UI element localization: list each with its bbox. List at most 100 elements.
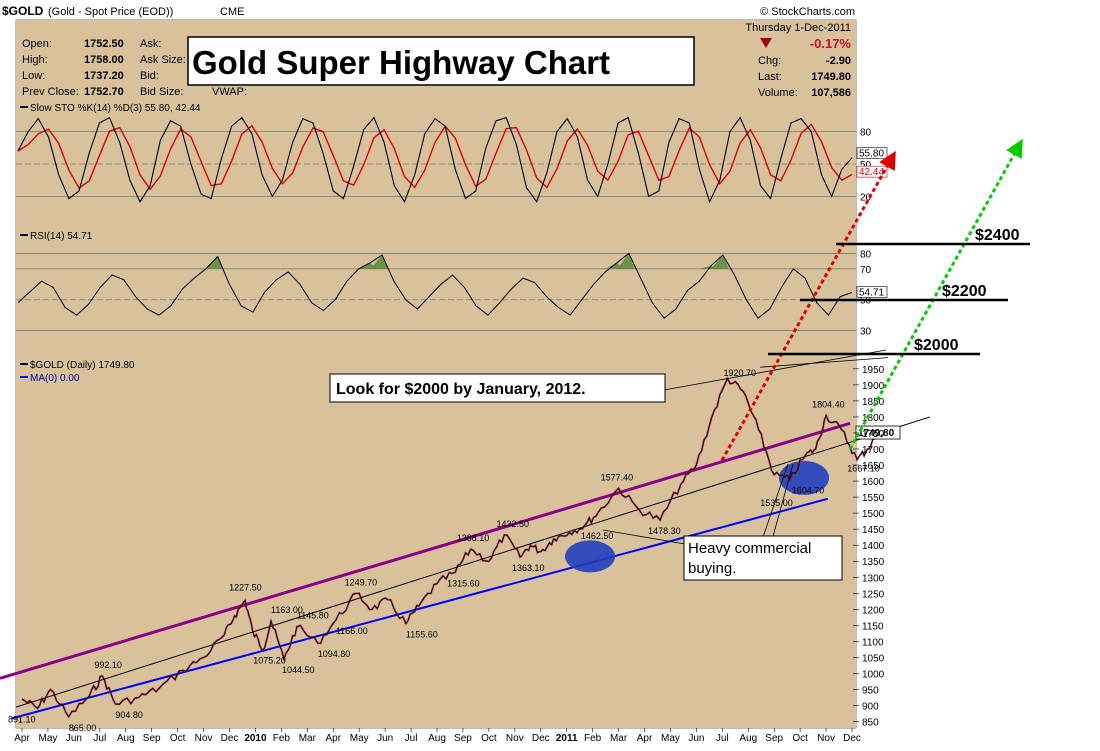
symbol-description: (Gold - Spot Price (EOD)) bbox=[48, 6, 173, 18]
price-tick-label-1350: 1350 bbox=[862, 557, 885, 568]
callout-text-2-line-2: buying. bbox=[688, 560, 736, 577]
price-value-label-1: 865.00 bbox=[69, 723, 97, 733]
x-tick-label-14: Jun bbox=[377, 733, 393, 744]
price-value-label-2: 992.10 bbox=[94, 660, 122, 670]
price-panel-label: $GOLD (Daily) 1749.80 bbox=[30, 360, 135, 371]
price-value-label-21: 1804.40 bbox=[812, 400, 845, 410]
price-value-label-20: 1920.70 bbox=[724, 368, 757, 378]
price-tick-label-1600: 1600 bbox=[862, 477, 885, 488]
high-value: 1758.00 bbox=[84, 54, 124, 66]
price-tick-label-1950: 1950 bbox=[862, 365, 885, 376]
callout-text-2-line-1: Heavy commercial bbox=[688, 540, 811, 557]
price-value-label-8: 1145.80 bbox=[297, 611, 329, 621]
mid-trend-line bbox=[15, 416, 931, 708]
bid-label: Bid: bbox=[140, 70, 159, 82]
ma-legend-label: MA(0) 0.00 bbox=[30, 373, 80, 384]
ask-size-label: Ask Size: bbox=[140, 54, 186, 66]
price-value-label-6: 1163.00 bbox=[271, 605, 303, 615]
x-tick-label-13: May bbox=[350, 733, 369, 744]
stoch-tick-label-20: 20 bbox=[860, 192, 872, 203]
price-value-label-9: 1094.80 bbox=[318, 649, 351, 659]
rsi-value-label: 54.71 bbox=[859, 287, 884, 298]
price-value-label-23: 1535.00 bbox=[760, 498, 793, 508]
stoch-legend: Slow STO %K(14) %D(3) 55.80, 42.44 bbox=[20, 103, 201, 114]
volume-label: Volume: bbox=[758, 87, 798, 99]
x-tick-label-4: Aug bbox=[117, 733, 135, 744]
prev-close-label: Prev Close: bbox=[22, 86, 79, 98]
price-tick-label-1000: 1000 bbox=[862, 669, 885, 680]
price-legend: $GOLD (Daily) 1749.80 MA(0) 0.00 bbox=[20, 360, 135, 384]
stoch-tick-label-50: 50 bbox=[860, 160, 872, 171]
open-value: 1752.50 bbox=[84, 38, 124, 50]
x-tick-label-7: Nov bbox=[195, 733, 213, 744]
price-value-label-22: 1604.70 bbox=[792, 486, 825, 496]
title-box bbox=[187, 36, 695, 86]
green-projection-arrow bbox=[848, 138, 1023, 450]
target-label-0: $2400 bbox=[975, 227, 1020, 244]
chg-value: -2.90 bbox=[826, 55, 851, 67]
x-tick-label-12: Apr bbox=[325, 733, 341, 744]
callout-leader-2c bbox=[771, 463, 794, 541]
price-tick-label-1450: 1450 bbox=[862, 525, 885, 536]
price-value-label-13: 1315.60 bbox=[447, 578, 480, 588]
x-tick-label-29: Sep bbox=[765, 733, 783, 744]
price-tick-label-1800: 1800 bbox=[862, 413, 885, 424]
rsi-overbought-fill bbox=[205, 256, 224, 269]
last-price-box bbox=[855, 425, 901, 440]
stoch-d-line bbox=[17, 123, 853, 191]
vwap-label: VWAP: bbox=[212, 86, 247, 98]
price-line bbox=[21, 377, 878, 718]
price-value-label-12: 1155.60 bbox=[406, 630, 438, 640]
x-tick-label-0: Apr bbox=[14, 733, 30, 744]
x-tick-label-21: 2011 bbox=[556, 733, 578, 744]
change-pct-value: -0.17% bbox=[810, 36, 852, 51]
price-tick-label-1050: 1050 bbox=[862, 653, 885, 664]
price-value-label-0: 891.10 bbox=[8, 714, 36, 724]
price-tick-label-1500: 1500 bbox=[862, 509, 885, 520]
x-tick-label-17: Sep bbox=[454, 733, 472, 744]
target-label-1: $2200 bbox=[942, 283, 987, 300]
prev-close-value: 1752.70 bbox=[84, 86, 124, 98]
x-tick-label-20: Dec bbox=[532, 733, 550, 744]
x-tick-label-5: Sep bbox=[143, 733, 161, 744]
red-projection-arrow bbox=[720, 150, 896, 461]
price-tick-label-1100: 1100 bbox=[862, 637, 884, 648]
x-tick-label-6: Oct bbox=[170, 733, 186, 744]
price-tick-label-900: 900 bbox=[862, 702, 879, 713]
symbol-label: $GOLD bbox=[2, 4, 44, 18]
x-tick-label-28: Aug bbox=[739, 733, 757, 744]
x-tick-label-32: Dec bbox=[843, 733, 861, 744]
x-tick-label-9: 2010 bbox=[244, 733, 267, 744]
price-tick-label-950: 950 bbox=[862, 686, 879, 697]
rsi-tick-label-80: 80 bbox=[860, 249, 872, 260]
x-tick-label-10: Feb bbox=[273, 733, 291, 744]
rsi-tick-label-30: 30 bbox=[860, 327, 872, 338]
price-value-label-16: 1363.10 bbox=[512, 563, 545, 573]
callout-box-1 bbox=[329, 373, 666, 403]
last-label: Last: bbox=[758, 71, 782, 83]
price-value-label-7: 1044.50 bbox=[282, 665, 315, 675]
x-tick-label-30: Oct bbox=[792, 733, 808, 744]
price-value-label-5: 1075.20 bbox=[253, 655, 286, 665]
low-label: Low: bbox=[22, 70, 45, 82]
price-tick-label-1250: 1250 bbox=[862, 589, 885, 600]
x-tick-label-27: Jul bbox=[716, 733, 729, 744]
price-tick-label-1300: 1300 bbox=[862, 573, 885, 584]
price-value-label-19: 1478.30 bbox=[648, 526, 681, 536]
low-value: 1737.20 bbox=[84, 70, 124, 82]
lower-channel-line bbox=[11, 497, 829, 720]
ask-label: Ask: bbox=[140, 38, 161, 50]
x-tick-label-15: Jul bbox=[405, 733, 418, 744]
open-label: Open: bbox=[22, 38, 52, 50]
rsi-overbought-fill bbox=[711, 255, 729, 269]
price-tick-label-1900: 1900 bbox=[862, 381, 885, 392]
exchange-label: CME bbox=[220, 6, 244, 18]
buying-zone-highlight-1 bbox=[565, 540, 616, 573]
price-value-label-4: 1227.50 bbox=[229, 583, 262, 593]
rsi-panel-label: RSI(14) 54.71 bbox=[30, 231, 93, 242]
x-tick-label-23: Mar bbox=[610, 733, 628, 744]
callout-leader-2a bbox=[602, 529, 686, 545]
last-price-label: 1749.80 bbox=[858, 428, 895, 439]
